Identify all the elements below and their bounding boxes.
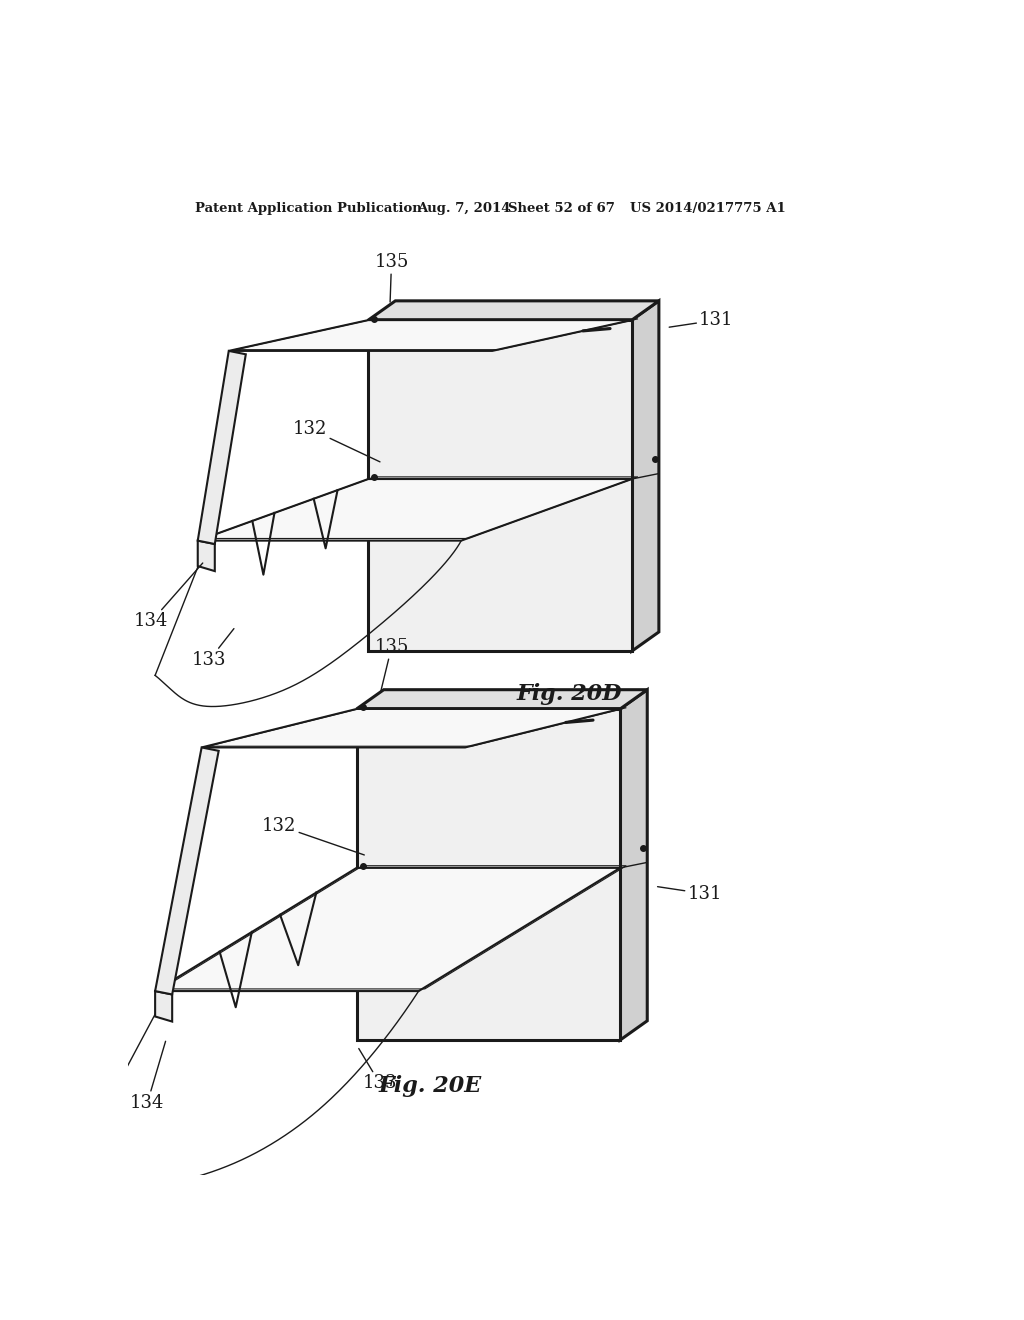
Polygon shape	[155, 991, 172, 1022]
Polygon shape	[228, 321, 632, 351]
Polygon shape	[621, 689, 647, 1040]
Polygon shape	[155, 747, 219, 994]
Text: 134: 134	[130, 1041, 166, 1111]
Polygon shape	[198, 479, 632, 541]
Polygon shape	[198, 541, 215, 572]
Text: 131: 131	[657, 884, 722, 903]
Polygon shape	[632, 301, 658, 651]
Polygon shape	[369, 321, 632, 651]
Text: Aug. 7, 2014: Aug. 7, 2014	[417, 202, 511, 215]
Polygon shape	[198, 351, 246, 544]
Polygon shape	[202, 709, 621, 747]
Polygon shape	[369, 301, 658, 321]
Text: 132: 132	[293, 420, 380, 462]
Text: Sheet 52 of 67: Sheet 52 of 67	[508, 202, 614, 215]
Polygon shape	[356, 689, 647, 709]
Text: Fig. 20D: Fig. 20D	[517, 682, 623, 705]
Text: 135: 135	[375, 639, 409, 692]
Text: 134: 134	[134, 564, 203, 631]
Text: 131: 131	[670, 312, 733, 329]
Text: US 2014/0217775 A1: US 2014/0217775 A1	[630, 202, 786, 215]
Text: 133: 133	[193, 628, 233, 669]
Text: 133: 133	[358, 1048, 397, 1093]
Text: 135: 135	[375, 253, 409, 302]
Text: 132: 132	[262, 817, 365, 855]
Text: Patent Application Publication: Patent Application Publication	[196, 202, 422, 215]
Text: Fig. 20E: Fig. 20E	[379, 1076, 482, 1097]
Polygon shape	[356, 709, 621, 1040]
Polygon shape	[155, 867, 621, 991]
